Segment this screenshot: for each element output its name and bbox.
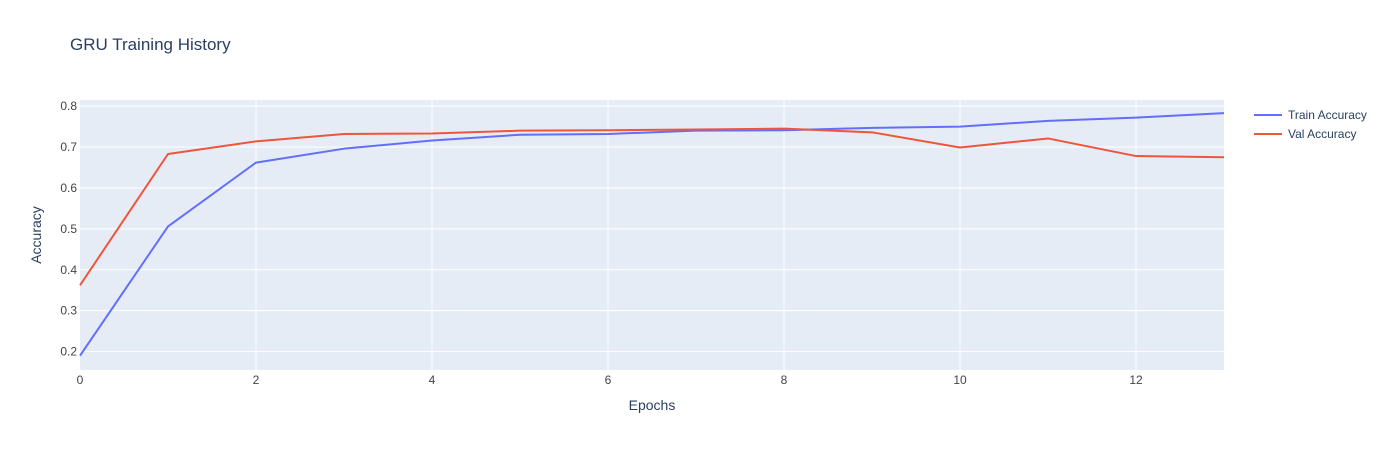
legend: Train Accuracy Val Accuracy [1254, 108, 1367, 141]
x-tick-labels: 0 2 4 6 8 10 12 [77, 373, 1143, 387]
y-gridlines [80, 105, 1224, 353]
legend-label: Train Accuracy [1288, 108, 1367, 122]
y-tick-label: 0.7 [60, 140, 77, 154]
y-tick-label: 0.5 [60, 222, 77, 236]
y-tick-label: 0.8 [60, 99, 77, 113]
series-line [79, 112, 1225, 357]
x-tick-label: 12 [1129, 373, 1143, 387]
chart-title: GRU Training History [70, 35, 231, 54]
y-tick-labels: 0.2 0.3 0.4 0.5 0.6 0.7 0.8 [60, 99, 77, 358]
x-tick-label: 4 [429, 373, 436, 387]
plot-background [80, 100, 1224, 370]
x-tick-label: 10 [953, 373, 967, 387]
y-tick-label: 0.3 [60, 304, 77, 318]
y-tick-label: 0.2 [60, 345, 77, 359]
legend-label: Val Accuracy [1288, 127, 1356, 141]
x-axis-label: Epochs [629, 397, 676, 413]
x-tick-label: 8 [781, 373, 788, 387]
x-gridlines [255, 100, 1137, 370]
series-line [79, 127, 1225, 286]
x-tick-label: 0 [77, 373, 84, 387]
x-tick-label: 2 [253, 373, 260, 387]
series-lines [79, 112, 1225, 357]
y-axis-label: Accuracy [28, 206, 44, 264]
y-tick-label: 0.6 [60, 181, 77, 195]
y-tick-label: 0.4 [60, 263, 77, 277]
x-tick-label: 6 [605, 373, 612, 387]
